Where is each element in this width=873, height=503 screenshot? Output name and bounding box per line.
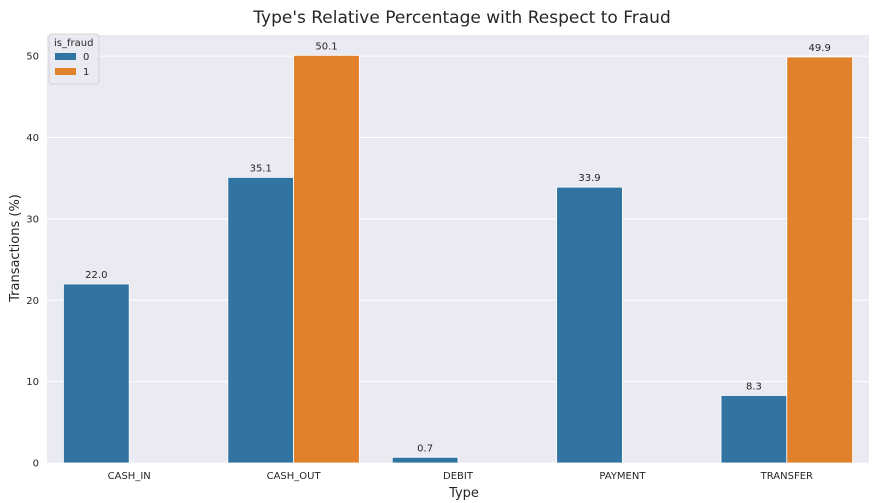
data-label: 49.9 xyxy=(809,43,831,54)
x-tick-label: PAYMENT xyxy=(599,471,646,482)
y-axis: 0 10 20 30 40 50 xyxy=(26,52,39,470)
legend: is_fraud 01 xyxy=(48,33,100,85)
y-tick-label: 20 xyxy=(26,296,39,307)
data-label: 0.7 xyxy=(417,443,433,454)
bar xyxy=(556,186,623,464)
y-axis-title: Transactions (%) xyxy=(8,194,23,303)
legend-items: 01 xyxy=(55,52,89,78)
x-axis: CASH_IN CASH_OUT DEBIT PAYMENT TRANSFER xyxy=(108,471,813,482)
x-tick-label: CASH_IN xyxy=(108,471,151,482)
data-label: 22.0 xyxy=(85,270,107,281)
bars xyxy=(63,54,853,464)
bar xyxy=(391,456,459,464)
plot-area xyxy=(47,35,869,463)
data-label: 35.1 xyxy=(250,163,272,174)
legend-swatch xyxy=(55,68,76,75)
data-label: 33.9 xyxy=(578,173,600,184)
grid-lines xyxy=(47,55,869,464)
chart-title: Type's Relative Percentage with Respect … xyxy=(252,8,670,28)
x-axis-title: Type xyxy=(448,486,479,501)
legend-label: 1 xyxy=(83,67,89,78)
legend-label: 0 xyxy=(83,52,89,63)
y-tick-label: 10 xyxy=(26,377,39,388)
bar xyxy=(63,283,130,464)
y-tick-label: 30 xyxy=(26,214,39,225)
bar xyxy=(720,395,788,464)
y-tick-label: 0 xyxy=(33,459,39,470)
bar xyxy=(293,54,360,464)
x-tick-label: CASH_OUT xyxy=(267,471,322,482)
x-tick-label: DEBIT xyxy=(443,471,474,482)
y-tick-label: 40 xyxy=(26,133,39,144)
x-tick-label: TRANSFER xyxy=(760,471,813,482)
bar xyxy=(786,56,853,464)
data-label: 8.3 xyxy=(746,381,762,392)
data-label: 50.1 xyxy=(315,41,337,52)
bar xyxy=(227,176,294,464)
y-tick-label: 50 xyxy=(26,52,39,63)
legend-title: is_fraud xyxy=(54,38,93,49)
data-labels: 22.0 35.1 50.1 0.7 33.9 8.3 49.9 xyxy=(85,41,831,454)
legend-swatch xyxy=(55,53,76,60)
